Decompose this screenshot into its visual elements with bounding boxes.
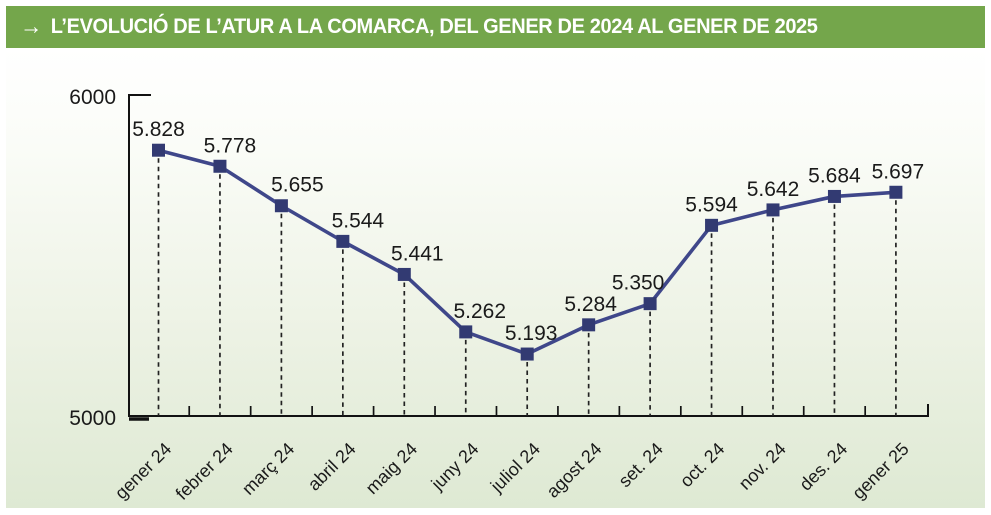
x-axis-tick-label: maig 24: [362, 439, 421, 498]
data-point-marker: [766, 203, 780, 217]
x-axis-tick-label: febrer 24: [172, 439, 237, 504]
page-title: L’EVOLUCIÓ DE L’ATUR A LA COMARCA, DEL G…: [50, 14, 818, 39]
data-point-marker: [397, 267, 411, 281]
data-point-value-label: 5.828: [132, 118, 185, 141]
axis-frame: [128, 94, 929, 417]
x-axis-tick-label: juny 24: [427, 439, 483, 495]
data-point-value-label: 5.544: [332, 209, 385, 232]
data-point-marker: [336, 234, 350, 248]
data-point-marker: [643, 297, 657, 311]
data-point-value-label: 5.684: [808, 164, 861, 187]
data-point-marker: [274, 199, 288, 213]
data-point-marker: [582, 318, 596, 332]
data-point-marker: [520, 347, 534, 361]
data-point-value-label: 5.441: [391, 242, 444, 265]
data-point-value-label: 5.193: [505, 322, 558, 345]
x-axis-tick-label: agost 24: [543, 439, 606, 502]
data-point-value-label: 5.697: [872, 160, 925, 183]
x-axis-tick-label: gener 24: [111, 439, 175, 503]
x-axis-tick-label: nov. 24: [735, 439, 790, 494]
data-point-value-label: 5.594: [685, 193, 738, 216]
data-point-marker: [213, 159, 227, 173]
header-content: → L’EVOLUCIÓ DE L’ATUR A LA COMARCA, DEL…: [20, 15, 818, 39]
data-point-marker: [889, 185, 903, 199]
data-point-marker: [152, 143, 165, 157]
x-axis-tick-label: des. 24: [795, 439, 851, 495]
x-axis-tick-label: gener 25: [848, 439, 912, 503]
data-point-marker: [459, 325, 473, 339]
header-bar: → L’EVOLUCIÓ DE L’ATUR A LA COMARCA, DEL…: [6, 6, 985, 48]
x-axis-tick-label: oct. 24: [676, 439, 728, 491]
data-point-value-label: 5.262: [453, 300, 506, 323]
data-point-value-label: 5.284: [564, 293, 617, 316]
arrow-right-icon: →: [20, 13, 43, 40]
y-axis-tick-label: 5000: [69, 407, 116, 430]
data-point-value-label: 5.350: [612, 272, 665, 295]
x-axis-tick-label: març 24: [238, 439, 298, 499]
chart-panel: 5.828 5.778 5.655 5.544 5.441 5.262 5.193 5.284…: [6, 48, 985, 508]
data-point-value-label: 5.642: [747, 178, 800, 201]
y-axis-tick-label: 6000: [69, 86, 116, 109]
x-axis-tick-label: set. 24: [615, 439, 667, 491]
data-point-marker: [827, 189, 841, 203]
data-point-value-label: 5.778: [204, 134, 257, 157]
data-point-value-label: 5.655: [271, 174, 324, 197]
x-axis-tick-label: abril 24: [304, 439, 360, 495]
data-point-marker: [705, 218, 719, 232]
x-axis-tick-label: juliol 24: [486, 439, 544, 497]
